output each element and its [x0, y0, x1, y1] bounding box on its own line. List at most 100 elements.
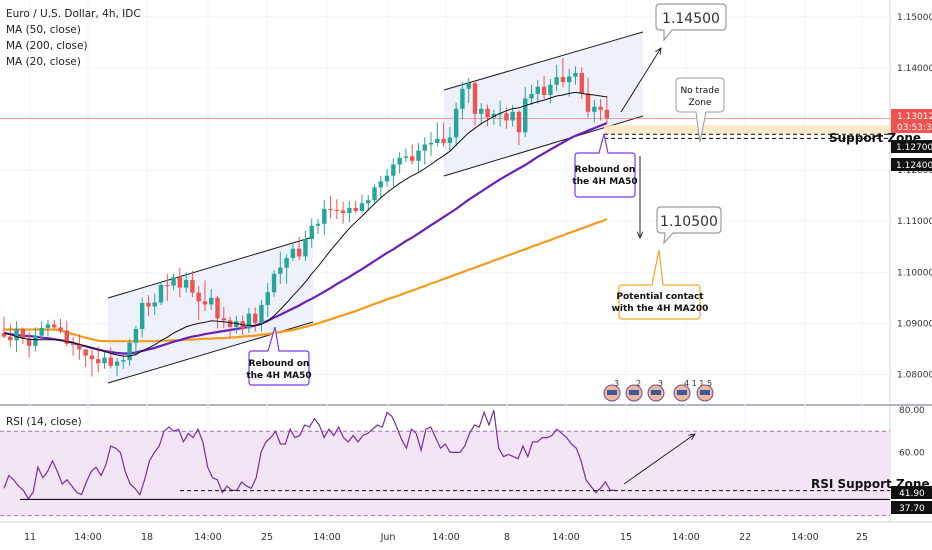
- candle: [171, 273, 176, 291]
- candle-body: [353, 207, 358, 211]
- candle-body: [133, 328, 139, 343]
- event-badge-count: 3: [658, 379, 663, 388]
- candle-body: [127, 342, 132, 361]
- candle-body: [102, 357, 107, 364]
- candle-body: [504, 113, 509, 121]
- candle: [585, 77, 591, 118]
- candle-body: [403, 156, 409, 158]
- candle: [347, 201, 352, 223]
- candle-body: [265, 292, 270, 305]
- legend-symbol: Euro / U.S. Dollar, 4h, IDC: [6, 8, 141, 20]
- price-tick-label: 1.15000: [897, 13, 932, 23]
- candle-body: [70, 343, 76, 345]
- candle: [133, 325, 139, 357]
- rsi-tick-label: 60.00: [899, 448, 925, 458]
- price-tick-label: 1.10000: [897, 268, 932, 278]
- candle-body: [378, 181, 383, 188]
- candle-body: [366, 200, 371, 204]
- candle: [309, 218, 314, 248]
- event-badge-icon[interactable]: 2: [625, 379, 643, 402]
- candle: [384, 169, 390, 187]
- candle-body: [77, 344, 82, 350]
- current-price-text: 1.13012: [897, 112, 932, 122]
- candle-body: [114, 361, 120, 366]
- candle-body: [391, 164, 396, 176]
- candle-body: [1, 333, 7, 337]
- candle: [554, 64, 559, 91]
- candle: [353, 200, 358, 213]
- candle: [114, 358, 120, 376]
- rebound-right-line-1: Rebound on: [575, 165, 636, 175]
- candle: [284, 254, 289, 284]
- candle-body: [58, 327, 63, 331]
- target-down-text: 1.10500: [660, 214, 718, 230]
- candle: [491, 109, 497, 125]
- candle: [535, 80, 540, 104]
- candle-body: [14, 328, 19, 341]
- target-up-text: 1.14500: [662, 11, 720, 27]
- candle: [516, 110, 522, 146]
- time-tick-label: 14:00: [194, 532, 221, 543]
- candle: [290, 244, 296, 262]
- candle: [127, 339, 132, 366]
- time-tick-label: 18: [141, 532, 153, 543]
- rebound-left-line-1: Rebound on: [249, 359, 310, 369]
- time-tick-label: 14:00: [791, 532, 818, 543]
- candle-body: [479, 108, 484, 114]
- time-tick-label: 15: [620, 532, 632, 543]
- time-tick-label: 14:00: [313, 532, 340, 543]
- candle: [303, 230, 308, 262]
- candle-body: [529, 93, 534, 99]
- callout-target-up: 1.14500: [655, 3, 727, 42]
- event-badge-count: 4 1 1: [684, 379, 704, 388]
- candle: [221, 307, 226, 328]
- candle: [372, 184, 377, 203]
- event-badge-count: 2: [636, 379, 641, 388]
- candle: [158, 281, 164, 305]
- event-badge-icon[interactable]: 3: [647, 379, 665, 402]
- time-tick-label: 14:00: [552, 532, 579, 543]
- candle: [460, 82, 465, 120]
- support-zone-rect: [604, 125, 890, 135]
- candle: [397, 152, 402, 174]
- candle: [246, 308, 252, 334]
- candle: [52, 319, 57, 330]
- event-badge-icon[interactable]: 5: [696, 379, 714, 402]
- candle: [410, 144, 415, 165]
- current-price-badge: 1.13012 03:53:33: [891, 109, 932, 133]
- flag-stripe: [700, 390, 710, 395]
- candle-body: [177, 277, 183, 288]
- time-tick-label: 11: [24, 532, 36, 543]
- countdown-text: 03:53:33: [897, 123, 932, 133]
- candle: [121, 355, 126, 369]
- candle-body: [190, 279, 195, 293]
- candle: [102, 350, 107, 369]
- candle-body: [340, 210, 346, 213]
- candle-body: [271, 273, 277, 293]
- level-2-text: 1.12400: [896, 161, 932, 171]
- candle: [453, 102, 459, 147]
- candle: [523, 87, 528, 137]
- candle: [479, 103, 484, 125]
- candle: [70, 337, 76, 356]
- legend-ma200: MA (200, close): [6, 40, 88, 52]
- price-tick-label: 1.08000: [897, 370, 932, 380]
- candle-body: [453, 108, 459, 138]
- candle: [340, 201, 346, 224]
- candle: [435, 122, 440, 147]
- event-badge-icon[interactable]: 4 1 1: [673, 379, 704, 402]
- candle-body: [554, 77, 559, 85]
- candle: [391, 158, 396, 187]
- event-badge-icon[interactable]: 3: [603, 379, 621, 402]
- candle: [334, 199, 340, 220]
- candle-body: [278, 267, 283, 274]
- candle-body: [397, 157, 402, 165]
- candle-body: [196, 292, 201, 302]
- candle: [322, 199, 327, 235]
- candle-body: [139, 302, 145, 329]
- level-2-badge: 1.12400: [891, 158, 932, 171]
- callout-target-down: 1.10500: [656, 206, 722, 245]
- candle-body: [52, 324, 57, 328]
- time-tick-label: Jun: [380, 532, 396, 543]
- price-tick-label: 1.14000: [897, 64, 932, 74]
